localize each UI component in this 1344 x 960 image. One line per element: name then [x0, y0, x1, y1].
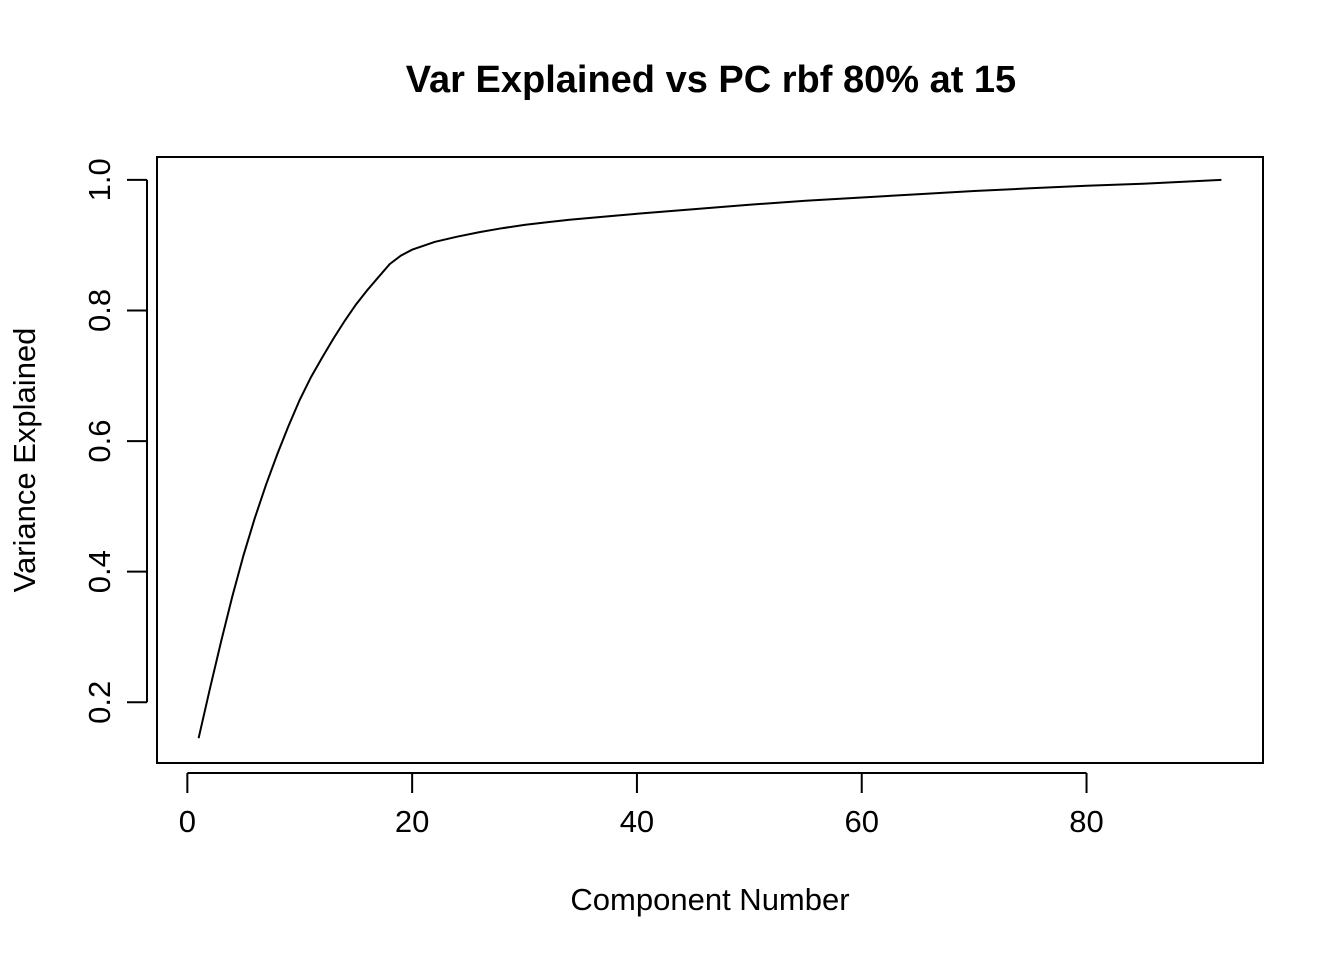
- series-layer: [197, 178, 1222, 739]
- y-tick-label: 0.6: [82, 420, 117, 463]
- y-tick-label: 0.4: [82, 550, 117, 593]
- x-tick-label: 80: [1069, 804, 1103, 839]
- series-line: [197, 178, 1222, 739]
- y-axis-label: Variance Explained: [7, 328, 42, 593]
- x-axis: 0 20 40 60 80: [179, 772, 1104, 839]
- y-axis: 0.2 0.4 0.6 0.8 1.0: [82, 158, 148, 724]
- plot-frame: [156, 156, 1264, 764]
- x-tick-label: 40: [620, 804, 654, 839]
- chart-title: Var Explained vs PC rbf 80% at 15: [406, 59, 1016, 101]
- x-tick-label: 60: [844, 804, 878, 839]
- y-tick-label: 0.2: [82, 681, 117, 724]
- x-axis-label: Component Number: [570, 882, 849, 917]
- x-tick-label: 20: [395, 804, 429, 839]
- y-tick-label: 0.8: [82, 289, 117, 332]
- y-tick-label: 1.0: [82, 158, 117, 201]
- x-tick-label: 0: [179, 804, 196, 839]
